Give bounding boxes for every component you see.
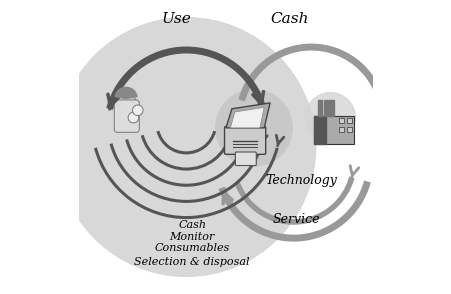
Text: Selection & disposal: Selection & disposal — [134, 257, 249, 267]
FancyBboxPatch shape — [317, 100, 322, 116]
Polygon shape — [230, 107, 264, 128]
FancyBboxPatch shape — [224, 126, 265, 154]
FancyBboxPatch shape — [114, 100, 139, 132]
FancyBboxPatch shape — [338, 127, 344, 132]
Circle shape — [132, 105, 143, 116]
FancyBboxPatch shape — [338, 118, 344, 123]
Text: Monitor: Monitor — [169, 232, 214, 242]
FancyBboxPatch shape — [329, 100, 333, 116]
FancyBboxPatch shape — [235, 152, 256, 166]
Circle shape — [128, 112, 138, 123]
Text: Consumables: Consumables — [154, 243, 230, 253]
Circle shape — [116, 92, 135, 111]
Text: Use: Use — [161, 12, 190, 26]
Text: Cash: Cash — [269, 12, 308, 26]
Circle shape — [215, 90, 291, 166]
Circle shape — [57, 18, 315, 276]
FancyBboxPatch shape — [346, 127, 351, 132]
FancyBboxPatch shape — [313, 116, 325, 144]
Circle shape — [305, 93, 354, 143]
Text: Technology: Technology — [264, 174, 336, 187]
FancyBboxPatch shape — [313, 116, 353, 144]
Text: Cash: Cash — [178, 220, 206, 230]
Wedge shape — [115, 87, 137, 98]
FancyBboxPatch shape — [346, 118, 351, 123]
FancyBboxPatch shape — [323, 100, 327, 116]
Polygon shape — [226, 103, 270, 128]
Text: Service: Service — [272, 213, 320, 225]
